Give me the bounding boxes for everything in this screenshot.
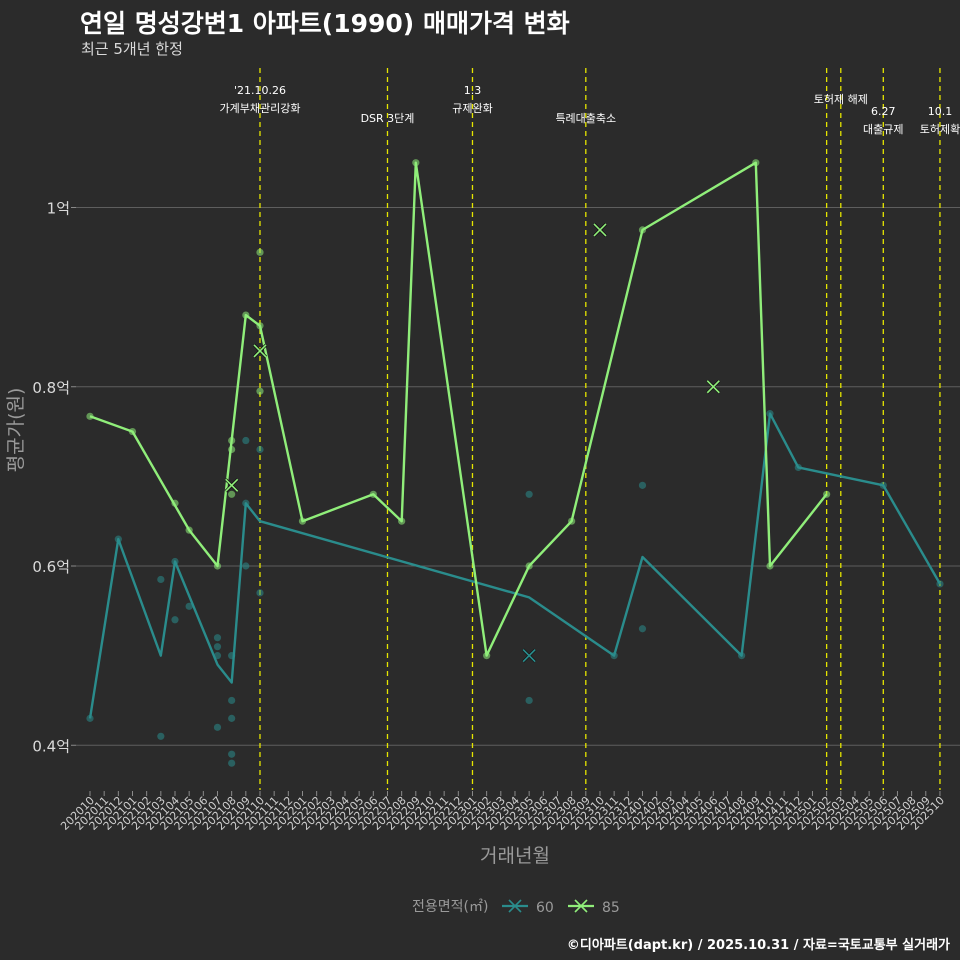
cancelled-x [593,223,607,237]
source-caption: ©디아파트(dapt.kr) / 2025.10.31 / 자료=국토교통부 실… [566,938,950,953]
event-label: 토허제확 [920,123,960,136]
event-label: DSR 3단계 [361,112,415,125]
point-85 [228,490,236,498]
y-tick-label: 0.4억 [32,737,70,755]
point-60 [228,759,236,767]
point-60 [525,490,533,498]
point-60 [256,589,264,597]
cancelled-mark-85 [224,478,239,493]
cancelled-mark-85 [592,222,608,237]
point-60 [638,625,647,633]
event-label: 규제완화 [452,102,492,115]
point-85 [256,248,264,256]
data-layer [86,159,944,767]
cancelled-x [522,649,536,663]
cancelled-x [225,478,239,492]
x-axis-title: 거래년월 [480,845,550,867]
point-60 [185,602,193,610]
point-60 [213,643,222,651]
point-60 [242,562,250,570]
event-label: 대출규제 [863,123,903,136]
legend-label-60: 60 [536,900,554,916]
point-60 [171,616,179,624]
event-label: 1.3 [464,84,482,97]
grid-layer [76,207,960,746]
point-60 [228,714,236,722]
event-label: 특례대출축소 [555,112,616,125]
cancelled-x [253,344,267,358]
y-tick-label: 1억 [47,200,70,218]
cancelled-x [706,380,720,394]
y-tick-label: 0.8억 [32,379,70,397]
event-label: 10.1 [928,105,953,118]
point-85 [256,387,264,395]
legend: 전용면적(㎡) 60 85 [412,899,620,916]
point-60 [157,575,165,584]
event-label: 6.27 [871,105,896,118]
point-60 [256,445,264,454]
point-60 [213,634,222,642]
event-label: 토허제 해제 [814,92,868,106]
chart-subtitle: 최근 5개년 한정 [81,40,183,58]
point-60 [228,696,236,705]
chart-title: 연일 명성강변1 아파트(1990) 매매가격 변화 [80,9,570,38]
axis-layer: 0.4억0.6억0.8억1억20201020201120201220210120… [32,200,947,833]
legend-key-x-85 [574,899,588,913]
point-60 [157,732,165,740]
line-series-85 [89,161,828,657]
point-60 [638,481,647,489]
point-60 [228,750,236,758]
cancelled-mark-60 [522,648,537,663]
line-series-60 [88,412,942,719]
y-axis-title: 평균가(원) [5,388,27,473]
legend-label-85: 85 [602,900,620,916]
legend-title: 전용면적(㎡) [412,899,488,915]
y-tick-label: 0.6억 [32,558,70,576]
legend-key-x-60 [508,899,522,913]
cancelled-mark-85 [706,379,721,394]
event-label: '21.10.26 [234,84,286,97]
point-60 [213,723,222,731]
event-label: 가계부채관리강화 [220,102,301,115]
cancelled-mark-85 [252,343,268,358]
point-60 [525,696,533,705]
point-60 [242,436,250,445]
